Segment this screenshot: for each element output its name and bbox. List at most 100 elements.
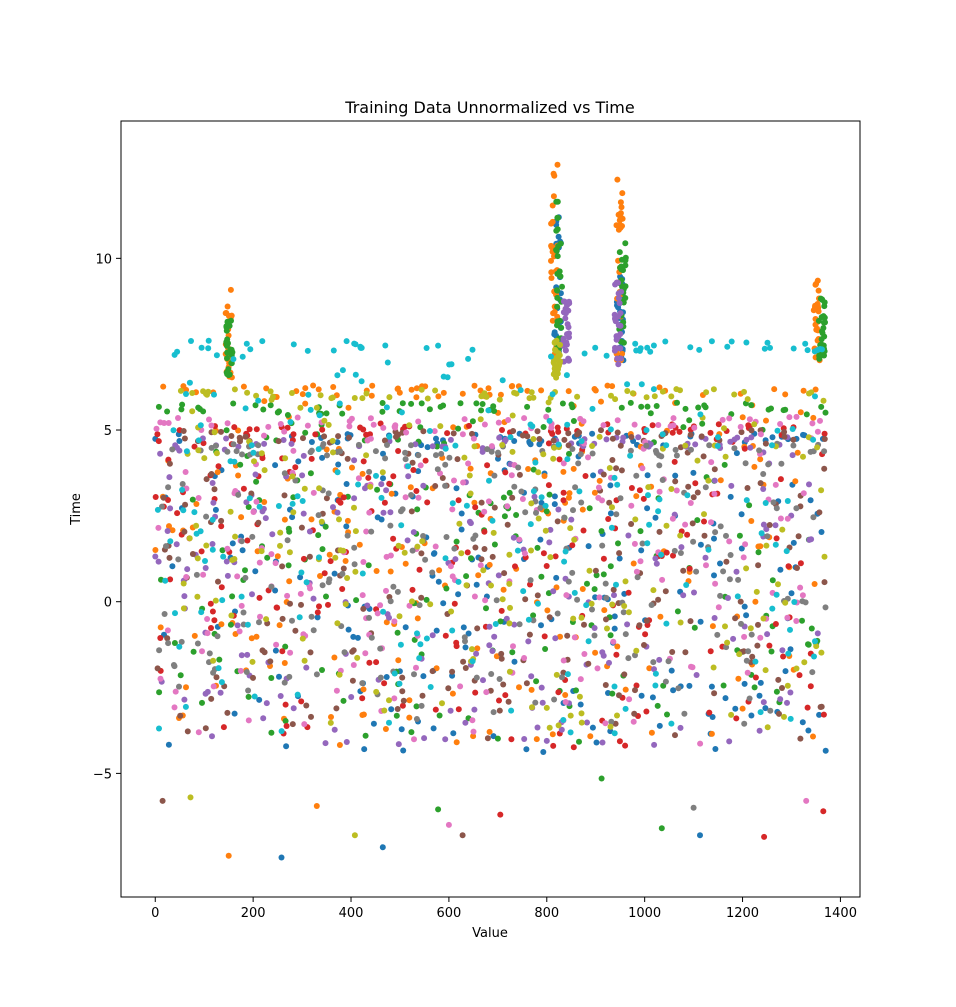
- point: [788, 590, 795, 597]
- point: [755, 549, 762, 556]
- point: [569, 446, 576, 452]
- point: [157, 635, 164, 641]
- point: [224, 420, 231, 427]
- point: [500, 494, 507, 501]
- point: [316, 603, 322, 610]
- point: [760, 521, 767, 528]
- series-7: [156, 440, 829, 727]
- point: [624, 381, 631, 388]
- point: [350, 662, 357, 668]
- spike-point: [562, 347, 569, 354]
- point: [711, 535, 717, 542]
- point: [821, 430, 828, 437]
- point: [625, 655, 632, 662]
- point: [386, 433, 393, 440]
- point: [603, 436, 610, 443]
- point: [253, 498, 260, 505]
- point: [180, 428, 187, 434]
- point: [745, 648, 752, 655]
- point: [694, 489, 701, 496]
- spike-point: [224, 355, 230, 362]
- point: [530, 612, 537, 619]
- point: [469, 430, 475, 437]
- point: [821, 465, 828, 472]
- point: [229, 540, 236, 547]
- point: [695, 404, 702, 411]
- point: [555, 428, 562, 435]
- point: [731, 391, 738, 398]
- point: [686, 417, 693, 424]
- point: [778, 460, 785, 467]
- point: [773, 505, 780, 512]
- spike-point: [556, 352, 563, 359]
- point: [464, 549, 471, 556]
- point: [359, 470, 366, 477]
- point: [585, 660, 592, 667]
- point: [553, 574, 560, 581]
- point: [736, 532, 743, 539]
- point: [282, 718, 289, 724]
- point: [431, 550, 438, 557]
- point: [530, 466, 537, 473]
- point: [490, 709, 497, 716]
- point: [356, 541, 363, 548]
- point: [808, 389, 815, 396]
- point: [337, 499, 344, 506]
- point: [575, 460, 582, 467]
- point: [179, 401, 186, 408]
- point: [810, 414, 817, 421]
- point: [344, 455, 351, 462]
- point: [539, 699, 546, 706]
- point: [682, 521, 689, 528]
- point: [321, 570, 328, 577]
- point: [284, 537, 291, 544]
- spike-point: [563, 341, 570, 348]
- point: [357, 424, 364, 431]
- point: [365, 562, 372, 569]
- point: [624, 388, 631, 394]
- point: [755, 562, 762, 569]
- point: [513, 512, 520, 518]
- point: [202, 565, 209, 571]
- point: [411, 736, 417, 743]
- point: [565, 578, 572, 585]
- point: [455, 425, 462, 432]
- point: [546, 614, 553, 621]
- point: [735, 576, 742, 583]
- point: [170, 427, 177, 434]
- point: [752, 598, 759, 605]
- point: [365, 474, 372, 481]
- point: [796, 672, 803, 679]
- point: [519, 432, 526, 439]
- point: [769, 605, 776, 612]
- point: [337, 547, 344, 554]
- point: [281, 428, 288, 435]
- point: [767, 344, 773, 351]
- point: [721, 425, 727, 432]
- point: [582, 473, 589, 479]
- point: [496, 434, 503, 441]
- spike-point: [224, 371, 231, 378]
- point: [668, 720, 675, 727]
- point: [682, 442, 689, 449]
- point: [506, 580, 513, 587]
- point: [598, 398, 604, 405]
- point: [411, 671, 417, 678]
- point: [591, 489, 598, 496]
- point: [326, 551, 333, 558]
- point: [515, 464, 522, 471]
- point: [535, 469, 542, 476]
- point: [323, 410, 330, 417]
- point: [169, 563, 176, 570]
- point: [598, 528, 605, 535]
- point: [794, 449, 801, 456]
- point: [650, 386, 657, 393]
- point: [465, 630, 472, 637]
- spike-point: [613, 279, 620, 286]
- spike-point: [616, 300, 623, 307]
- point: [643, 442, 650, 449]
- spike-point: [554, 303, 561, 310]
- point: [416, 566, 423, 573]
- point: [735, 675, 742, 682]
- point: [204, 630, 211, 637]
